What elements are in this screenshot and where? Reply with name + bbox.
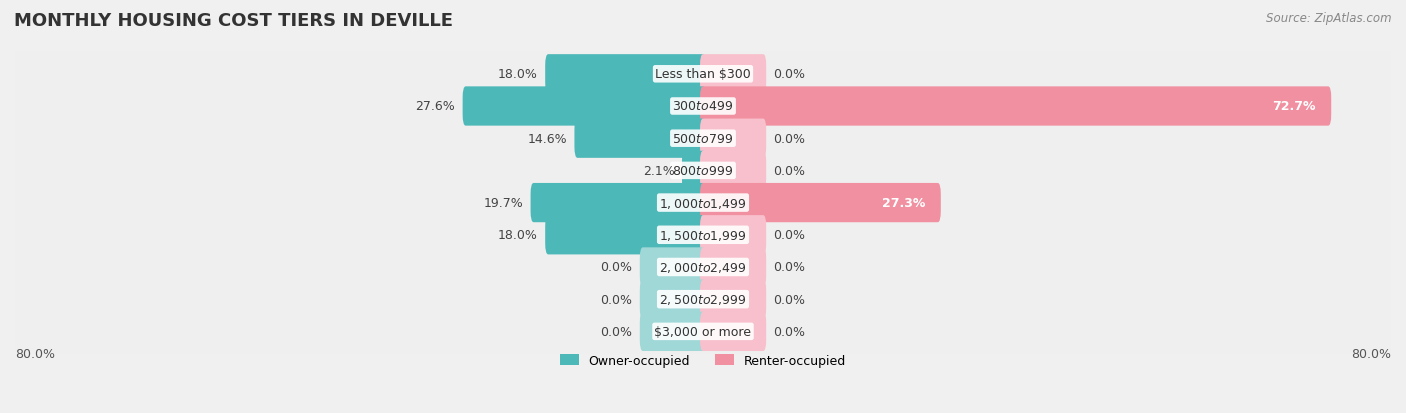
FancyBboxPatch shape	[682, 152, 706, 190]
Text: 2.1%: 2.1%	[643, 164, 675, 178]
FancyBboxPatch shape	[575, 119, 706, 159]
Text: 19.7%: 19.7%	[484, 197, 523, 209]
Text: 0.0%: 0.0%	[773, 261, 806, 274]
Text: 18.0%: 18.0%	[498, 229, 538, 242]
Text: $2,000 to $2,499: $2,000 to $2,499	[659, 260, 747, 274]
FancyBboxPatch shape	[463, 87, 706, 126]
FancyBboxPatch shape	[700, 280, 766, 319]
FancyBboxPatch shape	[4, 149, 1402, 193]
Text: $1,000 to $1,499: $1,000 to $1,499	[659, 196, 747, 210]
FancyBboxPatch shape	[640, 280, 706, 319]
Text: 0.0%: 0.0%	[773, 293, 806, 306]
Text: 0.0%: 0.0%	[773, 68, 806, 81]
FancyBboxPatch shape	[4, 214, 1402, 257]
Text: 72.7%: 72.7%	[1272, 100, 1316, 113]
Text: 14.6%: 14.6%	[527, 133, 567, 145]
FancyBboxPatch shape	[4, 181, 1402, 225]
Text: 0.0%: 0.0%	[773, 325, 806, 338]
Text: $1,500 to $1,999: $1,500 to $1,999	[659, 228, 747, 242]
Text: 0.0%: 0.0%	[773, 164, 806, 178]
FancyBboxPatch shape	[546, 216, 706, 255]
FancyBboxPatch shape	[700, 55, 766, 94]
Text: MONTHLY HOUSING COST TIERS IN DEVILLE: MONTHLY HOUSING COST TIERS IN DEVILLE	[14, 12, 453, 30]
FancyBboxPatch shape	[530, 183, 706, 223]
FancyBboxPatch shape	[640, 312, 706, 351]
Text: 27.6%: 27.6%	[416, 100, 456, 113]
FancyBboxPatch shape	[700, 152, 766, 190]
Text: $500 to $799: $500 to $799	[672, 133, 734, 145]
Text: 80.0%: 80.0%	[1351, 348, 1391, 361]
Text: 0.0%: 0.0%	[773, 133, 806, 145]
FancyBboxPatch shape	[4, 85, 1402, 128]
Text: 0.0%: 0.0%	[600, 293, 633, 306]
FancyBboxPatch shape	[700, 312, 766, 351]
Text: 0.0%: 0.0%	[600, 261, 633, 274]
Text: 18.0%: 18.0%	[498, 68, 538, 81]
FancyBboxPatch shape	[4, 53, 1402, 97]
FancyBboxPatch shape	[700, 119, 766, 159]
Text: 0.0%: 0.0%	[773, 229, 806, 242]
Text: $3,000 or more: $3,000 or more	[655, 325, 751, 338]
Text: $2,500 to $2,999: $2,500 to $2,999	[659, 292, 747, 306]
FancyBboxPatch shape	[700, 248, 766, 287]
FancyBboxPatch shape	[700, 216, 766, 255]
FancyBboxPatch shape	[4, 310, 1402, 354]
Text: Source: ZipAtlas.com: Source: ZipAtlas.com	[1267, 12, 1392, 25]
FancyBboxPatch shape	[546, 55, 706, 94]
FancyBboxPatch shape	[4, 117, 1402, 161]
Text: 80.0%: 80.0%	[15, 348, 55, 361]
Legend: Owner-occupied, Renter-occupied: Owner-occupied, Renter-occupied	[555, 349, 851, 372]
FancyBboxPatch shape	[700, 183, 941, 223]
FancyBboxPatch shape	[640, 248, 706, 287]
FancyBboxPatch shape	[4, 278, 1402, 321]
Text: Less than $300: Less than $300	[655, 68, 751, 81]
FancyBboxPatch shape	[700, 87, 1331, 126]
Text: $300 to $499: $300 to $499	[672, 100, 734, 113]
FancyBboxPatch shape	[4, 245, 1402, 289]
Text: $800 to $999: $800 to $999	[672, 164, 734, 178]
Text: 27.3%: 27.3%	[882, 197, 925, 209]
Text: 0.0%: 0.0%	[600, 325, 633, 338]
